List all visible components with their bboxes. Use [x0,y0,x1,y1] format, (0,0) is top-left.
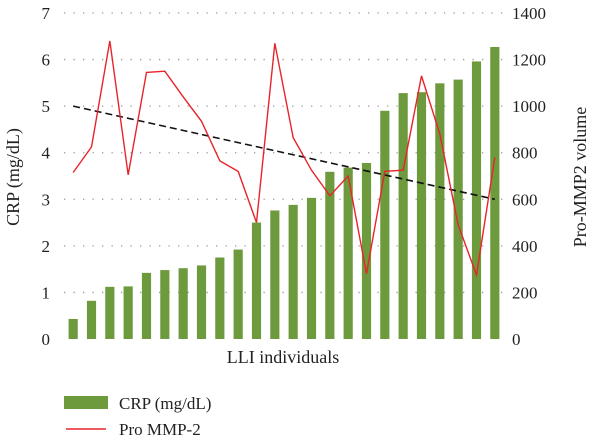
trendline [72,105,496,201]
y-left-tick-label: 6 [42,51,51,70]
bar [141,272,152,339]
y-left-tick-label: 2 [42,237,51,256]
bar [380,110,390,339]
bar-series [68,46,500,340]
legend-swatch-bar [64,396,108,409]
y-left-tick-label: 5 [42,97,51,116]
y-right-tick-label: 1000 [512,97,546,116]
y-right-tick-label: 600 [512,190,538,209]
y-left-tick-label: 0 [42,330,51,349]
x-axis-title: LLI individuals [227,347,339,367]
bar [490,46,500,340]
y-right-tick-label: 1400 [512,4,546,23]
legend-label-bar: CRP (mg/dL) [119,394,211,413]
y-left-tick-label: 4 [42,144,51,163]
bar [160,270,170,339]
bar [178,268,188,339]
bar [306,197,317,339]
y-right-tick-label: 0 [512,330,521,349]
bar [288,204,298,339]
bar [453,79,463,340]
series-line-pro-mmp2 [72,40,496,278]
y-axis-left-title: CRP (mg/dL) [3,128,24,226]
bar [343,167,353,339]
y-right-tick-label: 1200 [512,51,546,70]
legend: CRP (mg/dL) Pro MMP-2 [64,394,211,439]
bar [416,92,427,340]
bar [68,318,78,339]
y-right-tick-label: 400 [512,237,538,256]
bar [196,265,207,339]
bar [361,162,372,339]
bar [398,93,408,339]
bar [251,222,262,339]
y-left-tick-label: 1 [42,283,51,302]
y-left-tick-label: 7 [42,4,51,23]
legend-label-line: Pro MMP-2 [119,420,201,439]
bar [233,249,243,339]
line-series [72,40,496,278]
y-left-tick-label: 3 [42,190,51,209]
bar [325,171,335,339]
bar [123,286,133,339]
bar [105,286,115,339]
y-axis-right-title: Pro-MMP2 volume [570,107,590,248]
bar [471,61,482,339]
bar [215,257,225,339]
y-right-tick-label: 800 [512,144,538,163]
bar [270,210,280,339]
bar [86,300,97,339]
y-right-tick-label: 200 [512,283,538,302]
bar [435,83,445,339]
trendline-crp [72,105,496,201]
